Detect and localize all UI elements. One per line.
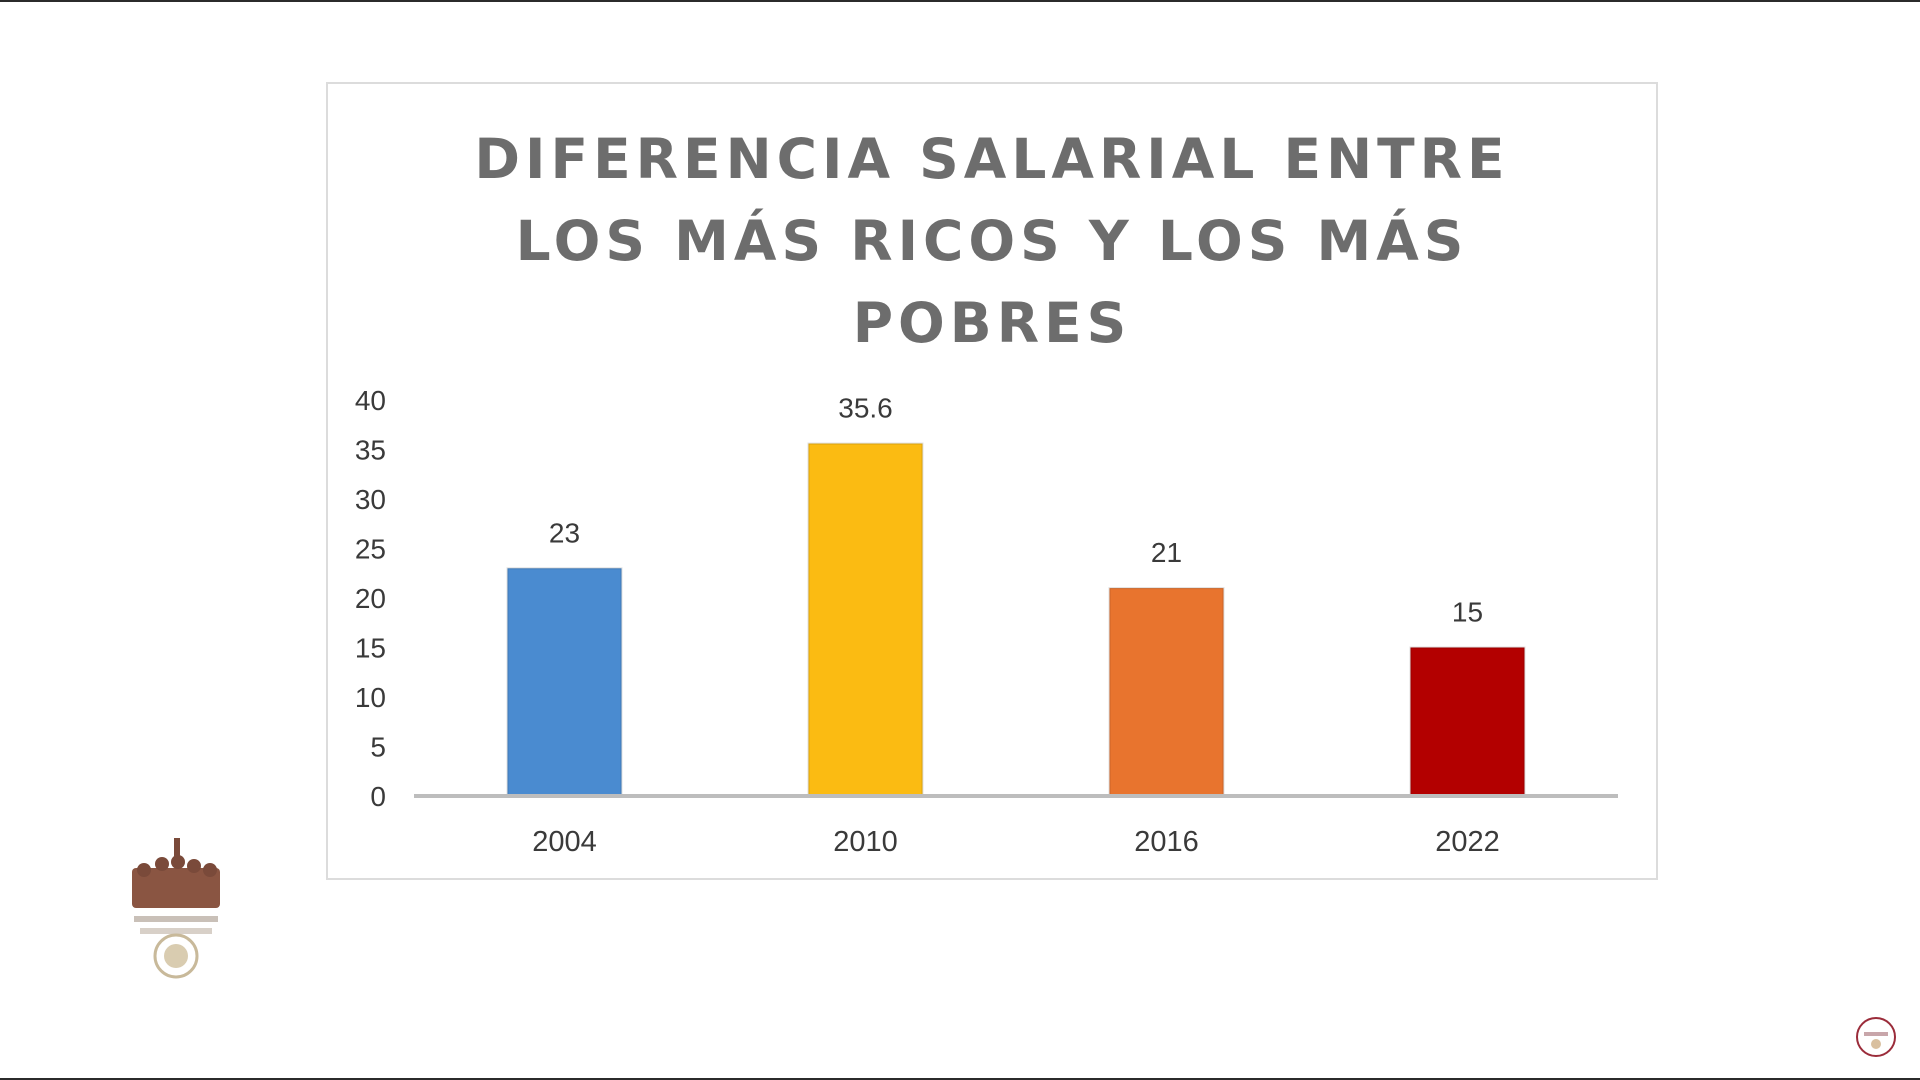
y-tick-label: 35 bbox=[355, 435, 386, 466]
data-label: 21 bbox=[1151, 537, 1182, 568]
bar-2022 bbox=[1409, 646, 1526, 797]
data-label: 15 bbox=[1452, 597, 1483, 628]
government-logo bbox=[132, 838, 220, 979]
y-tick-label: 20 bbox=[355, 583, 386, 614]
chart-title: DIFERENCIA SALARIAL ENTRE LOS MÁS RICOS … bbox=[326, 118, 1658, 364]
y-tick-label: 40 bbox=[355, 385, 386, 416]
x-tick-label: 2004 bbox=[532, 826, 597, 858]
chart-title-line-1: DIFERENCIA SALARIAL ENTRE bbox=[474, 127, 1510, 191]
data-label: 23 bbox=[549, 517, 580, 548]
chart-title-line-2: LOS MÁS RICOS Y LOS MÁS bbox=[515, 209, 1469, 273]
mexico-emblem-icon bbox=[1856, 1017, 1896, 1057]
y-tick-label: 30 bbox=[355, 484, 386, 515]
bar-2010 bbox=[807, 442, 924, 797]
bottom-border bbox=[0, 1078, 1920, 1080]
top-border bbox=[0, 0, 1920, 2]
chart-title-line-3: POBRES bbox=[852, 291, 1132, 355]
data-label: 35.6 bbox=[838, 393, 893, 424]
y-tick-label: 10 bbox=[355, 682, 386, 713]
x-tick-label: 2016 bbox=[1134, 826, 1199, 858]
x-tick-label: 2022 bbox=[1435, 826, 1500, 858]
y-tick-label: 25 bbox=[355, 534, 386, 565]
bar-2004 bbox=[506, 567, 623, 797]
x-tick-label: 2010 bbox=[833, 826, 898, 858]
y-tick-label: 15 bbox=[355, 633, 386, 664]
y-tick-label: 0 bbox=[370, 781, 386, 812]
y-tick-label: 5 bbox=[370, 732, 386, 763]
bar-2016 bbox=[1108, 587, 1225, 797]
